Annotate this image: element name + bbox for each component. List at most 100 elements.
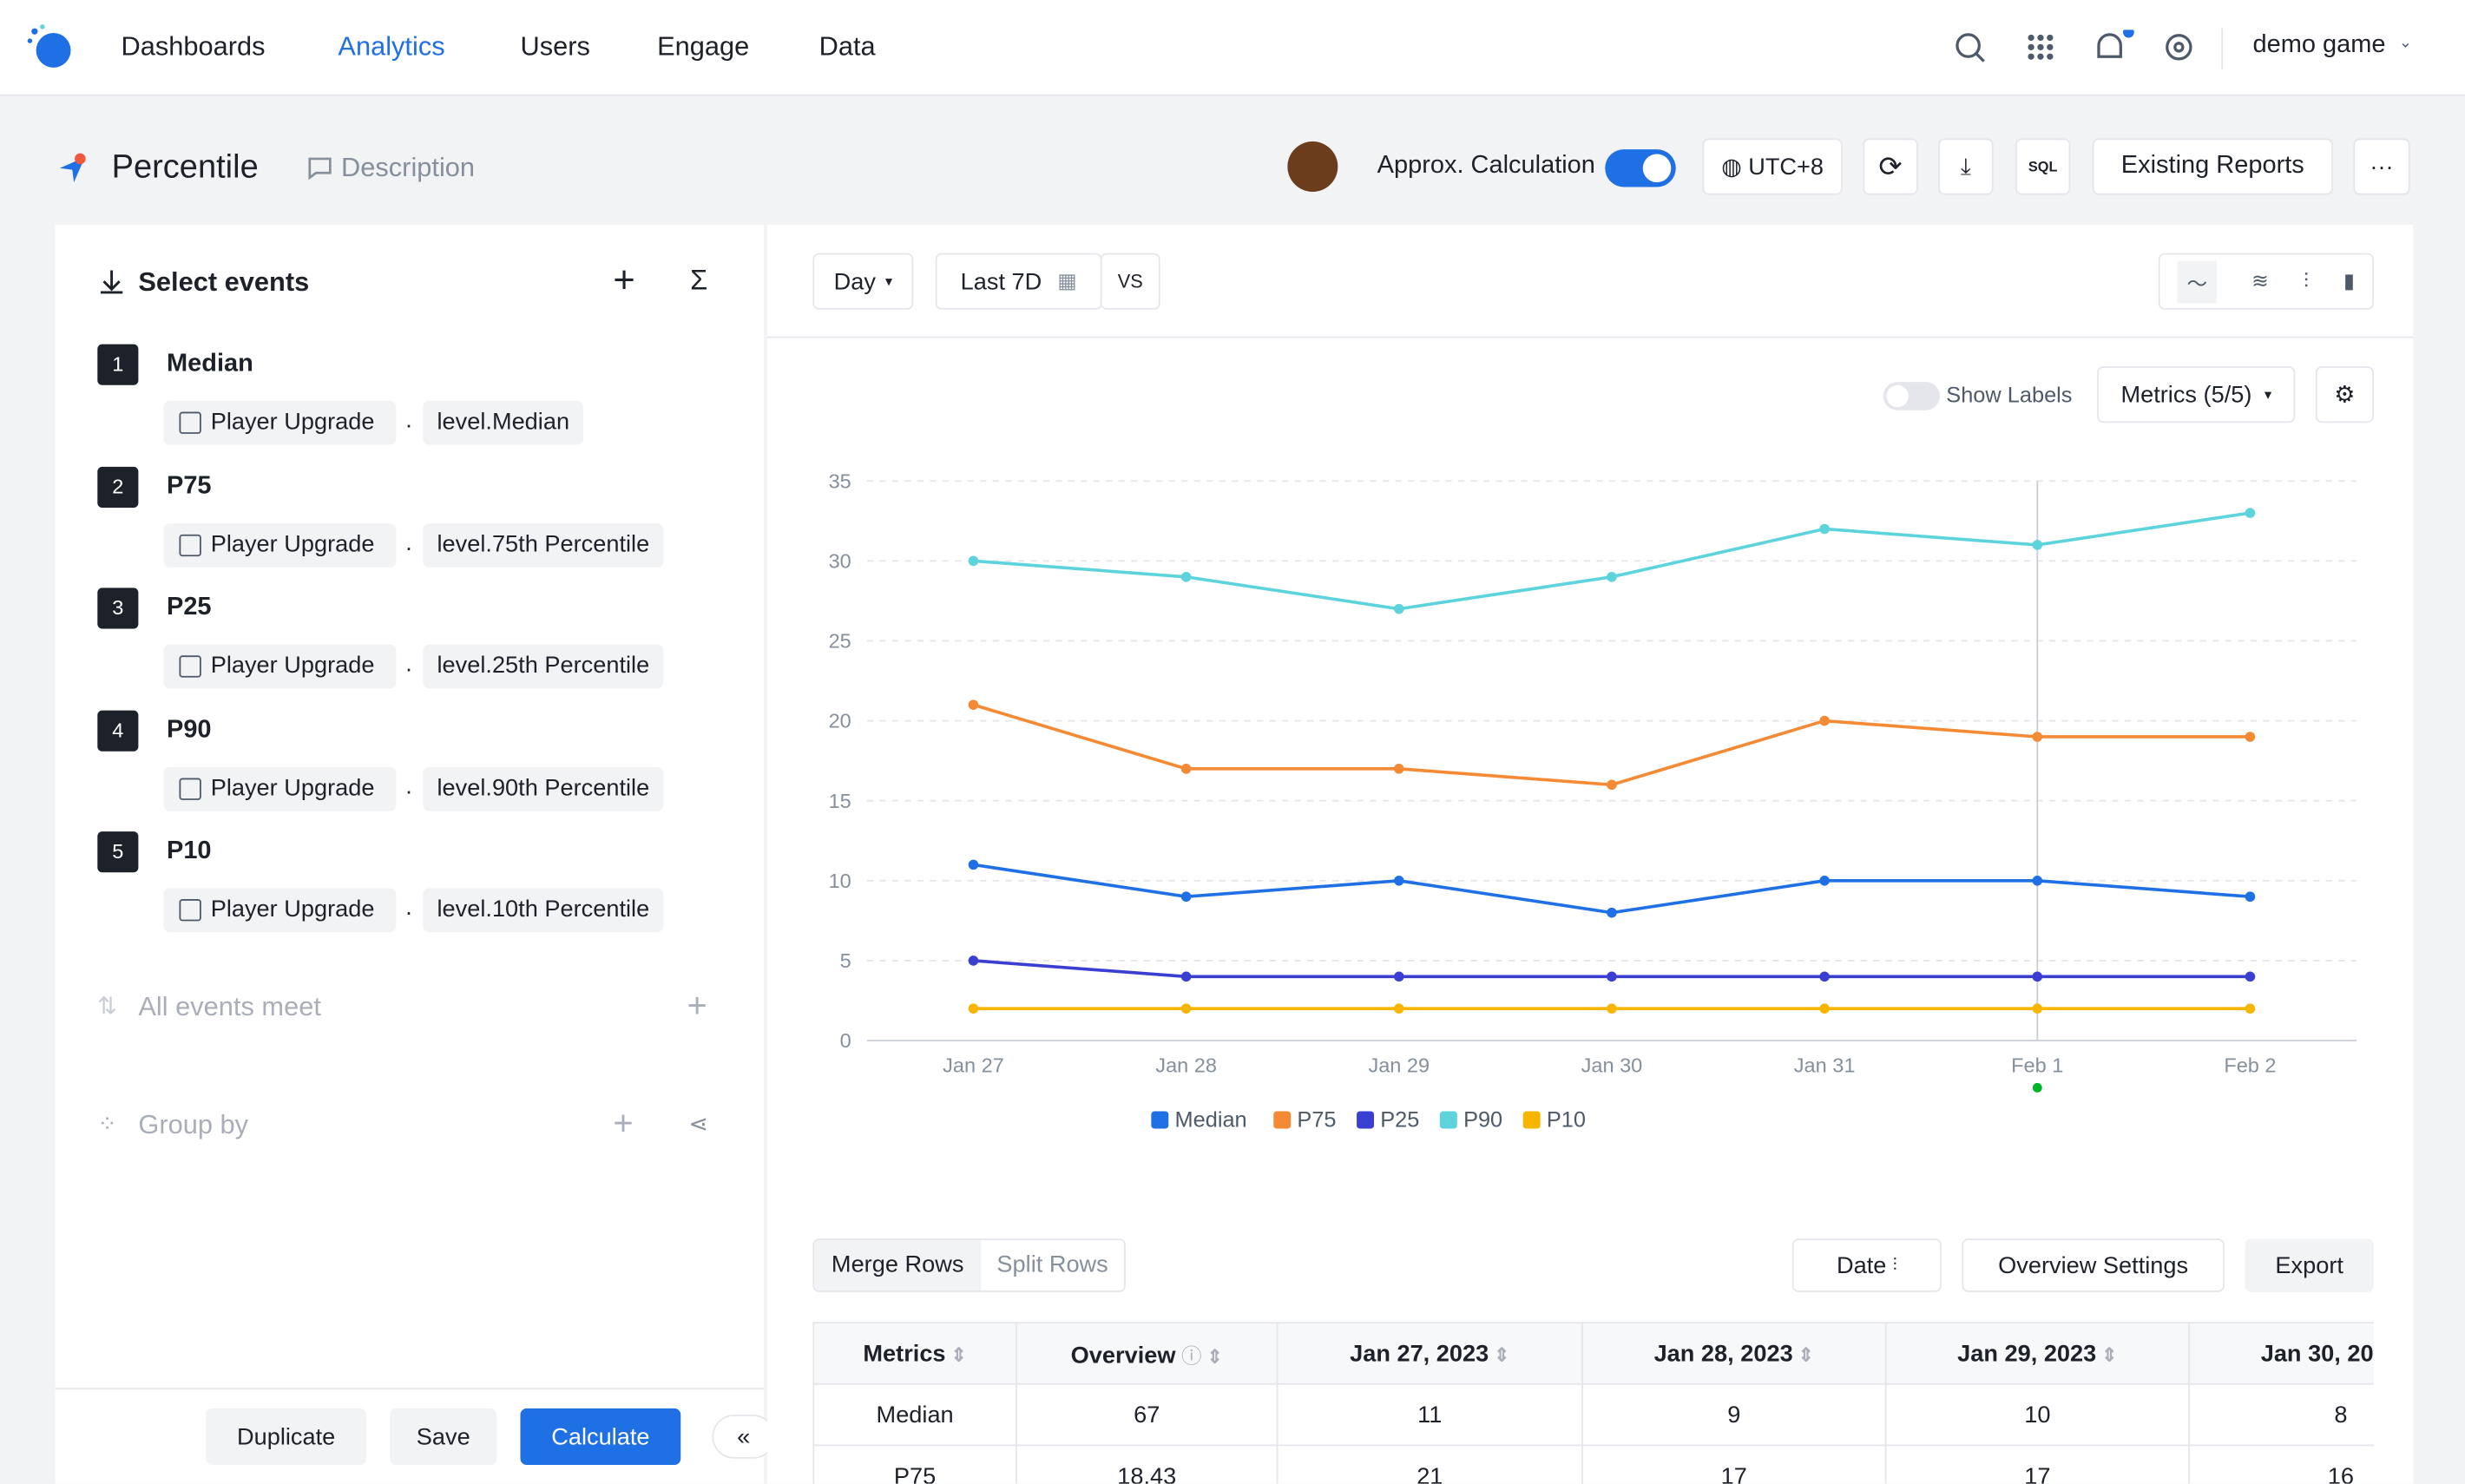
column-header[interactable]: Jan 30, 2023 ⇕ [2188,1322,2374,1385]
avatar[interactable] [1287,141,1338,192]
x-tick-label: Jan 27 [943,1054,1004,1076]
data-point [1180,571,1192,582]
apps-icon[interactable] [2028,34,2054,60]
event-property[interactable]: level.75th Percentile [423,522,664,567]
search-icon[interactable] [1956,33,1985,62]
nav-item[interactable]: Dashboards [121,31,266,62]
merge-rows[interactable]: Merge Rows [814,1240,982,1291]
table-cell: 10 [1884,1382,2191,1447]
event-name[interactable]: P90 [166,716,212,743]
y-tick-label: 30 [829,549,851,572]
event-chip[interactable]: Player Upgrade [163,765,397,811]
event-chip[interactable]: Player Upgrade [163,522,397,567]
formula-button[interactable]: Σ [690,264,708,296]
scrollbar[interactable] [2416,225,2429,1484]
split-rows[interactable]: Split Rows [996,1251,1108,1278]
data-point [2032,876,2043,886]
event-name[interactable]: P75 [166,472,212,500]
date: Date [1837,1251,1887,1279]
add-filter[interactable]: + [687,985,707,1025]
bell-icon[interactable] [2097,30,2134,58]
legend-swatch [1439,1111,1457,1129]
column-header[interactable]: Jan 29, 2023 ⇕ [1884,1322,2191,1385]
download-button[interactable]: ⤓ [1938,138,1994,195]
settings-icon[interactable] [2166,34,2192,61]
save-button[interactable]: Save [390,1408,497,1466]
table-cell: P75 [812,1444,1017,1484]
event-property[interactable]: level.10th Percentile [423,888,664,933]
chart-type-switch[interactable]: 〜 ≋ ⫶ ▮ [2158,253,2374,310]
area-chart-icon[interactable]: ≋ [2251,268,2269,292]
overview-settings-button[interactable]: Overview Settings [1962,1238,2225,1292]
metrics-select[interactable]: Metrics (5/5) ▾ [2097,366,2296,424]
metrics: Metrics (5/5) [2120,381,2252,409]
more-button[interactable]: ··· [2353,138,2410,195]
range-select[interactable]: Last 7D ▦ [935,253,1102,310]
event-chip[interactable]: Player Upgrade [163,888,397,933]
add-event[interactable]: + [613,259,635,302]
y-tick-label: 0 [840,1029,851,1052]
all-events-meet[interactable]: All events meet [138,991,321,1022]
refresh-button[interactable]: ⟳ [1863,138,1918,195]
event-chip[interactable]: Player Upgrade [163,644,397,689]
collapse-button[interactable]: « [712,1415,775,1459]
data-point [2032,971,2043,982]
data-point [1180,764,1192,774]
column-chart-icon[interactable]: ▮ [2343,268,2355,292]
date-sort-button[interactable]: Date ⫶ [1791,1238,1942,1292]
data-point [2245,971,2256,982]
group-by[interactable]: Group by [138,1109,249,1140]
data-point [1393,971,1404,982]
sort-icon[interactable]: ⇕ [945,1343,967,1366]
nav-item[interactable]: Data [818,31,876,62]
sql-button[interactable]: SQL [2015,138,2071,195]
granularity-select[interactable]: Day ▾ [812,253,914,310]
event-property[interactable]: level.Median [423,400,584,445]
add-group[interactable]: + [613,1103,634,1143]
approx-toggle[interactable] [1605,149,1676,187]
column-header[interactable]: Jan 27, 2023 ⇕ [1276,1322,1583,1385]
event-number: 4 [97,709,139,751]
event-property[interactable]: level.90th Percentile [423,765,664,811]
data-point [1607,571,1617,582]
existing-reports-button[interactable]: Existing Reports [2092,138,2333,195]
header-text: Jan 27, 2023 [1350,1340,1489,1367]
column-header[interactable]: Metrics ⇕ [812,1322,1017,1385]
data-point [968,859,979,870]
table-row: P75 18.43 21 17 17 16 [812,1444,2374,1484]
event-name[interactable]: Median [166,350,253,378]
column-header[interactable]: Overview ⓘ ⇕ [1016,1322,1279,1385]
sort-icon[interactable]: ⇕ [1489,1343,1510,1366]
event-property[interactable]: level.25th Percentile [423,644,664,689]
column-header[interactable]: Jan 28, 2023 ⇕ [1581,1322,1887,1385]
data-point [1393,1003,1404,1014]
export-button[interactable]: Export [2245,1238,2374,1292]
bar-chart-icon[interactable]: ⫶ [2304,268,2309,292]
event-source: Player Upgrade [210,530,375,558]
share-icon[interactable]: ⋖ [688,1111,709,1139]
description[interactable]: Description [341,152,476,183]
compare-button[interactable]: VS [1100,253,1160,310]
data-point [1607,779,1617,791]
sort-icon[interactable]: ⇕ [1201,1344,1223,1367]
chart-settings[interactable]: ⚙ [2315,366,2374,424]
duplicate-button[interactable]: Duplicate [206,1408,367,1466]
timezone-button[interactable]: ◍ UTC+8 [1702,138,1843,195]
event-name[interactable]: P10 [166,837,212,865]
labels-toggle[interactable] [1883,382,1941,410]
table-cell: 17 [1884,1444,2191,1484]
nav-item[interactable]: Analytics [338,31,445,62]
event-chip[interactable]: Player Upgrade [163,400,397,445]
nav-item[interactable]: Users [520,31,590,62]
event-icon [179,899,201,922]
logo[interactable] [25,22,76,72]
toggle-knob [1886,384,1909,408]
event-name[interactable]: P25 [166,594,212,621]
account[interactable]: demo game [2252,31,2386,59]
calculate-button[interactable]: Calculate [520,1408,681,1466]
nav-item[interactable]: Engage [657,31,750,62]
sort-icon[interactable]: ⇕ [2096,1343,2118,1366]
line-chart-icon[interactable]: 〜 [2177,259,2217,303]
sort-icon[interactable]: ⇕ [1792,1343,1814,1366]
